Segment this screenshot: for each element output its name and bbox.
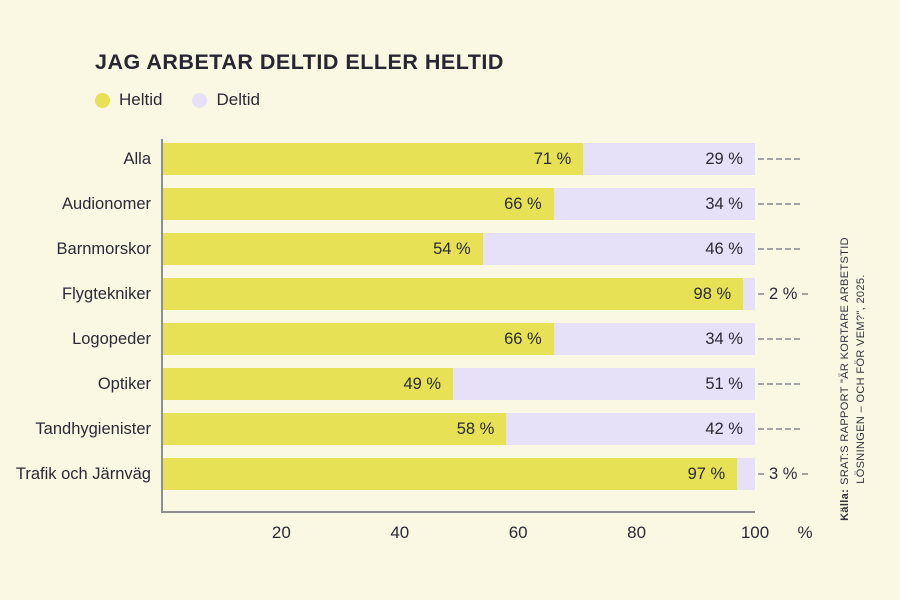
bar-segment-heltid: 98 % (163, 278, 744, 310)
x-axis-unit-label: % (797, 523, 813, 542)
bar-segment-deltid (737, 458, 755, 490)
legend-item-heltid: Heltid (95, 90, 162, 110)
leader-line (758, 428, 800, 430)
bar-segment-deltid: 46 % (482, 233, 755, 265)
value-label: 66 % (504, 330, 542, 348)
bar-segment-deltid: 29 % (583, 143, 755, 175)
chart-row: Alla 71 % 29 % (123, 143, 755, 175)
value-label: 34 % (705, 195, 743, 213)
chart-row: Audionomer 66 % 34 % (62, 188, 755, 220)
heltid-swatch-icon (95, 92, 110, 108)
x-axis-tick-label: 40 (390, 523, 410, 542)
bar-segment-heltid: 66 % (163, 188, 554, 220)
value-label-outside: 3 % (765, 458, 802, 490)
value-label: 71 % (533, 150, 572, 168)
leader-line (758, 203, 800, 205)
category-label: Alla (123, 150, 151, 168)
legend-item-deltid: Deltid (192, 90, 260, 110)
value-label-outside: 2 % (765, 278, 802, 310)
source-citation: Källa: SRAT:S RAPPORT "ÄR KORTARE ARBETST… (837, 219, 869, 539)
bar-segment-deltid: 42 % (506, 413, 755, 445)
bar-segment-deltid: 34 % (553, 188, 755, 220)
leader-line (758, 383, 800, 385)
value-label: 98 % (693, 285, 732, 303)
category-label: Trafik och Järnväg (15, 465, 151, 483)
bar-segment-deltid (743, 278, 755, 310)
bar-segment-heltid: 66 % (163, 323, 554, 355)
value-label: 29 % (705, 150, 743, 168)
category-label: Barnmorskor (56, 240, 151, 258)
bar-segment-deltid: 34 % (553, 323, 755, 355)
leader-line (758, 338, 800, 340)
value-label: 51 % (705, 375, 743, 393)
bar-segment-deltid: 51 % (453, 368, 755, 400)
category-label: Optiker (97, 375, 151, 393)
value-label: 58 % (456, 420, 495, 438)
x-axis-tick-label: 80 (627, 523, 647, 542)
source-line: Källa: SRAT:S RAPPORT "ÄR KORTARE ARBETST… (837, 219, 853, 539)
bar-segment-heltid: 54 % (163, 233, 483, 265)
chart-row: Barnmorskor 54 % 46 % (57, 233, 755, 265)
chart-title: JAG ARBETAR DELTID ELLER HELTID (95, 50, 504, 74)
value-label: 66 % (504, 195, 542, 213)
category-label: Logopeder (72, 330, 151, 348)
y-axis-line (161, 139, 163, 513)
x-axis-tick-label: 60 (508, 523, 528, 542)
chart-row: Optiker 49 % 51 % (98, 368, 755, 400)
x-axis-line (161, 511, 755, 513)
x-axis-tick-label: 20 (271, 523, 291, 542)
legend-label: Heltid (119, 90, 163, 109)
source-text: SRAT:S RAPPORT "ÄR KORTARE ARBETSTID (839, 237, 851, 485)
bar-segment-heltid: 71 % (163, 143, 584, 175)
value-label: 34 % (705, 330, 743, 348)
chart-row: Logopeder 66 % 34 % (72, 323, 755, 355)
category-label: Audionomer (62, 195, 151, 213)
bar-chart-plot: % Alla 71 % 29 % Audionomer 66 % 34 % Barnmors… (16, 139, 813, 542)
source-line: LÖSNINGEN – OCH FÖR VEM?", 2025. (855, 274, 867, 484)
value-label: 54 % (433, 240, 471, 258)
bar-segment-heltid: 97 % (163, 458, 738, 490)
source-prefix: Källa: (839, 488, 851, 521)
value-label: 46 % (705, 240, 743, 258)
category-label: Flygtekniker (62, 285, 151, 303)
chart-row: Flygtekniker 98 % 2 % (62, 278, 802, 310)
x-axis-tick-label: 100 (740, 523, 770, 542)
chart-row: Tandhygienister 58 % 42 % (35, 413, 755, 445)
bar-segment-heltid: 49 % (163, 368, 454, 400)
value-label: 42 % (705, 420, 743, 438)
category-label: Tandhygienister (35, 420, 151, 438)
deltid-swatch-icon (192, 92, 208, 108)
leader-line (758, 158, 800, 160)
value-label: 49 % (403, 375, 442, 393)
bar-segment-heltid: 58 % (163, 413, 507, 445)
legend-label: Deltid (216, 90, 260, 109)
leader-line (758, 248, 800, 250)
value-label: 97 % (687, 465, 726, 483)
chart-row: Trafik och Järnväg 97 % 3 % (16, 458, 802, 490)
legend: Heltid Deltid (95, 90, 260, 110)
